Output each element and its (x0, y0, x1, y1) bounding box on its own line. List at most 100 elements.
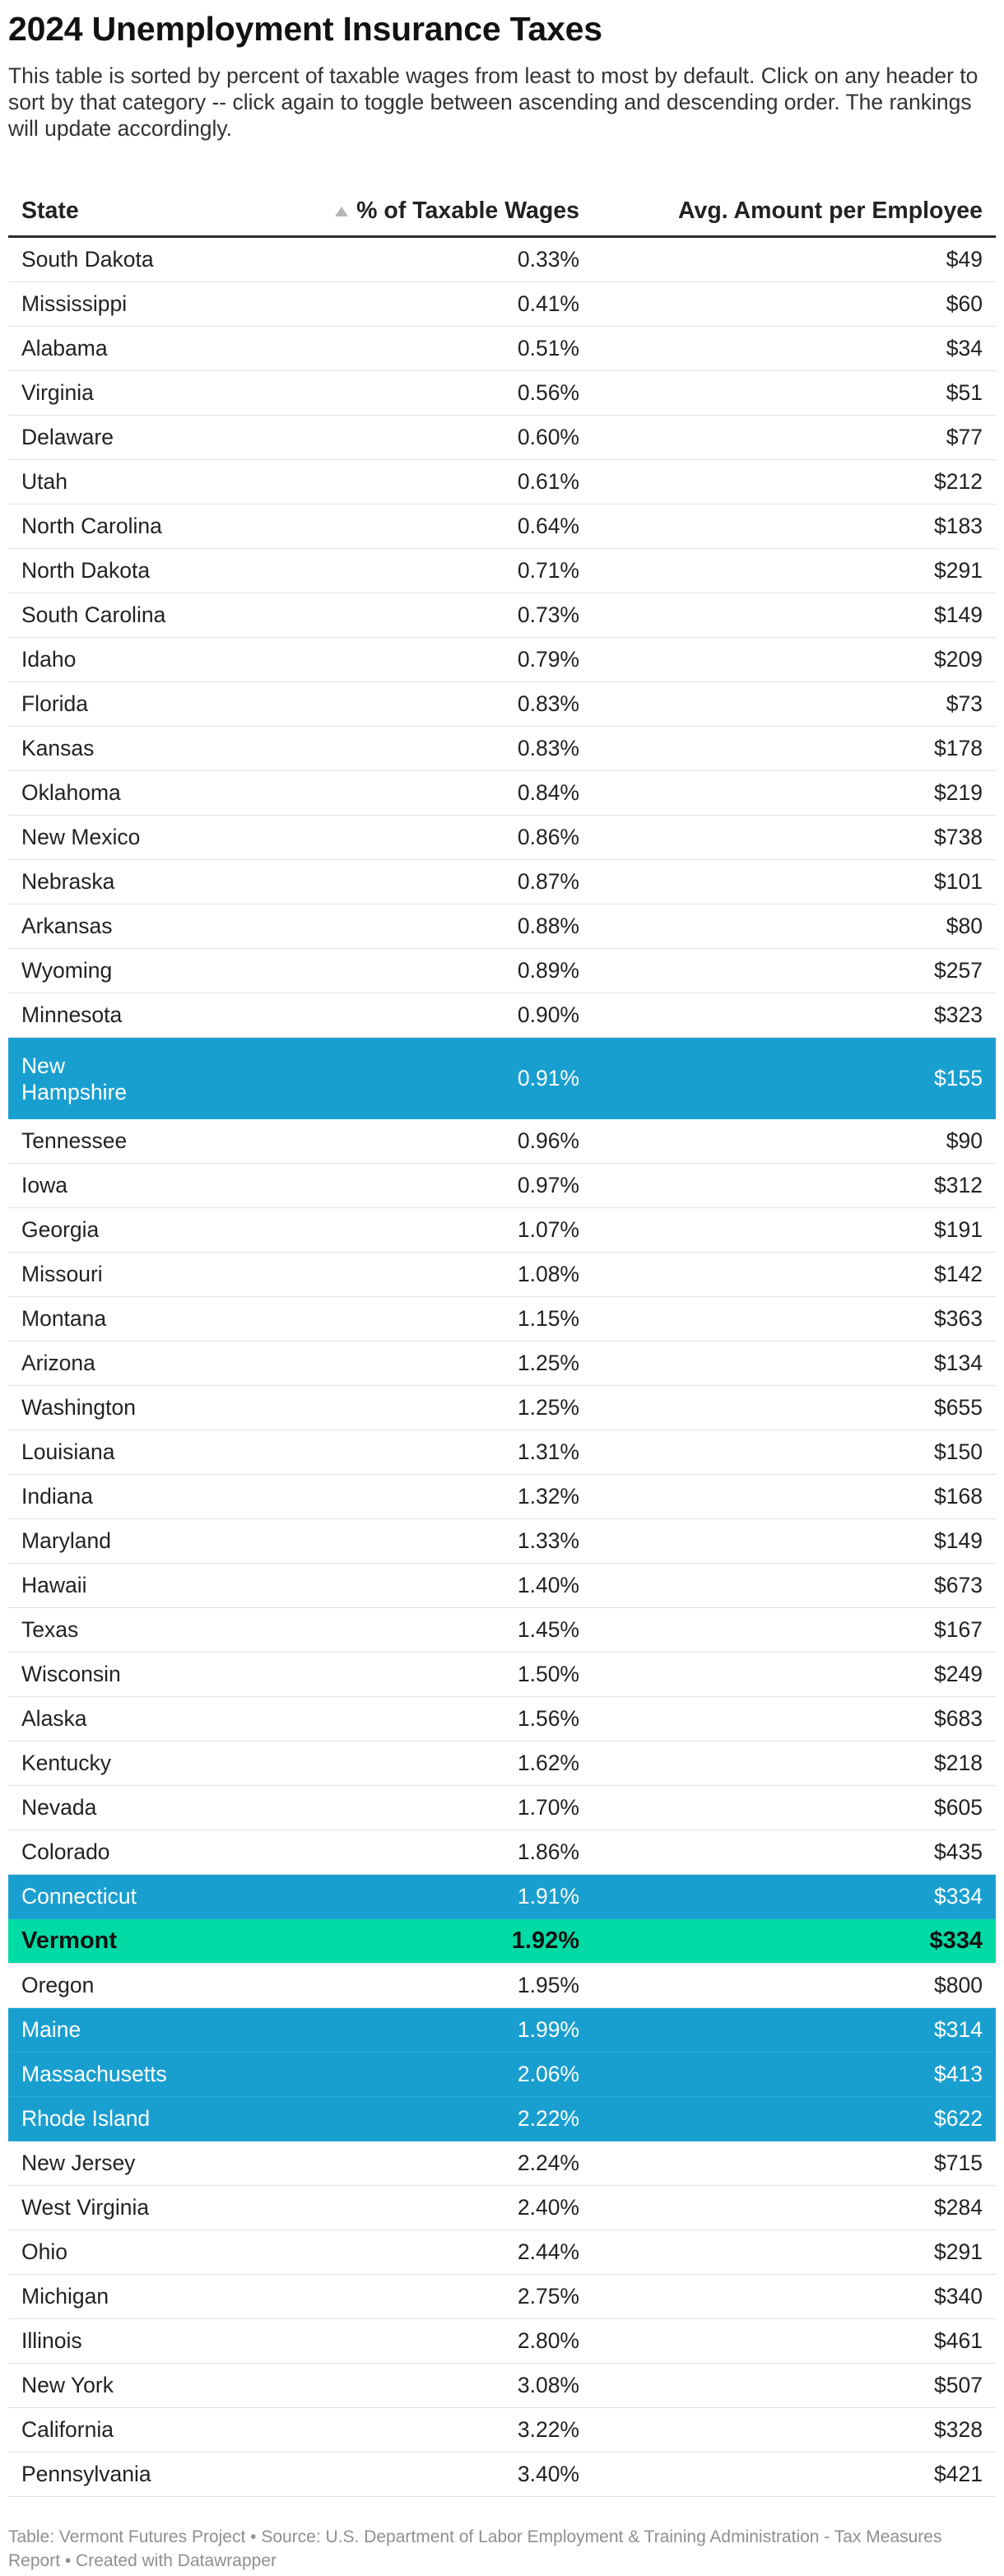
cell-avg-amount: $291 (593, 2230, 996, 2275)
cell-avg-amount: $101 (593, 859, 996, 904)
cell-pct-taxable-wages: 0.71% (321, 548, 593, 593)
cell-pct-taxable-wages: 0.79% (321, 637, 593, 682)
table-row: Michigan 2.75% $340 (8, 2274, 996, 2319)
cell-pct-taxable-wages: 1.32% (321, 1474, 593, 1519)
cell-avg-amount: $363 (593, 1296, 996, 1341)
table-row: Kentucky 1.62% $218 (8, 1741, 996, 1786)
cell-avg-amount: $73 (593, 681, 996, 727)
table-row: Oklahoma 0.84% $219 (8, 770, 996, 816)
table-row: Indiana 1.32% $168 (8, 1474, 996, 1519)
cell-avg-amount: $461 (593, 2318, 996, 2364)
table-row: Missouri 1.08% $142 (8, 1252, 996, 1297)
table-row: Arizona 1.25% $134 (8, 1341, 996, 1386)
cell-pct-taxable-wages: 0.96% (321, 1118, 593, 1164)
cell-state: Hawaii (8, 1563, 321, 1608)
table-row: North Carolina 0.64% $183 (8, 504, 996, 549)
cell-state: Alaska (8, 1696, 321, 1741)
cell-avg-amount: $183 (593, 504, 996, 549)
cell-pct-taxable-wages: 3.22% (321, 2407, 593, 2453)
header-state[interactable]: State (8, 186, 321, 238)
table-row: Pennsylvania 3.40% $421 (8, 2452, 996, 2497)
cell-avg-amount: $49 (593, 236, 996, 282)
cell-state: Indiana (8, 1474, 321, 1519)
cell-pct-taxable-wages: 2.22% (321, 2096, 593, 2141)
table-row: Connecticut 1.91% $334 (8, 1874, 996, 1919)
cell-pct-taxable-wages: 3.40% (321, 2452, 593, 2497)
cell-avg-amount: $683 (593, 1696, 996, 1741)
cell-state: Maryland (8, 1518, 321, 1564)
cell-state: Texas (8, 1607, 321, 1653)
cell-state: Wyoming (8, 948, 321, 993)
cell-pct-taxable-wages: 1.15% (321, 1296, 593, 1341)
cell-pct-taxable-wages: 1.08% (321, 1252, 593, 1297)
cell-state: Georgia (8, 1207, 321, 1253)
cell-pct-taxable-wages: 1.92% (321, 1918, 593, 1964)
cell-state: Florida (8, 681, 321, 727)
cell-pct-taxable-wages: 1.33% (321, 1518, 593, 1564)
cell-state: Illinois (8, 2318, 321, 2364)
header-avg-amount[interactable]: Avg. Amount per Employee (593, 186, 996, 238)
cell-avg-amount: $284 (593, 2185, 996, 2230)
cell-avg-amount: $77 (593, 415, 996, 460)
cell-pct-taxable-wages: 0.51% (321, 326, 593, 371)
cell-pct-taxable-wages: 1.07% (321, 1207, 593, 1253)
cell-state: Oklahoma (8, 770, 321, 816)
cell-pct-taxable-wages: 0.41% (321, 281, 593, 327)
cell-pct-taxable-wages: 0.91% (321, 1037, 593, 1119)
table-row: Idaho 0.79% $209 (8, 637, 996, 682)
cell-state: Colorado (8, 1830, 321, 1875)
cell-pct-taxable-wages: 1.99% (321, 2007, 593, 2053)
cell-pct-taxable-wages: 3.08% (321, 2363, 593, 2408)
sort-ascending-triangle-icon (335, 206, 349, 216)
table-row: Oregon 1.95% $800 (8, 1963, 996, 2008)
cell-avg-amount: $605 (593, 1785, 996, 1830)
cell-state: North Carolina (8, 504, 321, 549)
chart-title: 2024 Unemployment Insurance Taxes (8, 10, 602, 48)
cell-avg-amount: $149 (593, 593, 996, 638)
cell-avg-amount: $435 (593, 1830, 996, 1875)
table-row: Montana 1.15% $363 (8, 1296, 996, 1341)
cell-state: South Dakota (8, 236, 321, 282)
cell-pct-taxable-wages: 1.56% (321, 1696, 593, 1741)
cell-avg-amount: $249 (593, 1652, 996, 1697)
cell-pct-taxable-wages: 0.87% (321, 859, 593, 904)
cell-pct-taxable-wages: 1.25% (321, 1341, 593, 1386)
cell-state: Maine (8, 2007, 321, 2053)
table-row: South Dakota 0.33% $49 (8, 236, 996, 282)
cell-state: Nevada (8, 1785, 321, 1830)
table-row: Arkansas 0.88% $80 (8, 904, 996, 949)
cell-avg-amount: $655 (593, 1385, 996, 1430)
cell-state: West Virginia (8, 2185, 321, 2230)
table-row: Minnesota 0.90% $323 (8, 993, 996, 1038)
table-body: South Dakota 0.33% $49 Mississippi 0.41% $60 A… (8, 236, 996, 2497)
cell-state: Virginia (8, 370, 321, 416)
cell-avg-amount: $219 (593, 770, 996, 816)
cell-pct-taxable-wages: 2.24% (321, 2141, 593, 2186)
cell-state: Michigan (8, 2274, 321, 2319)
cell-pct-taxable-wages: 1.50% (321, 1652, 593, 1697)
header-pct-taxable-wages[interactable]: % of Taxable Wages (321, 186, 593, 238)
table-row: Virginia 0.56% $51 (8, 370, 996, 416)
cell-pct-taxable-wages: 0.64% (321, 504, 593, 549)
cell-state: Arizona (8, 1341, 321, 1386)
cell-state: Minnesota (8, 993, 321, 1038)
cell-avg-amount: $80 (593, 904, 996, 949)
cell-pct-taxable-wages: 1.40% (321, 1563, 593, 1608)
cell-avg-amount: $155 (593, 1037, 996, 1119)
chart-description: This table is sorted by percent of taxab… (8, 63, 978, 141)
cell-avg-amount: $34 (593, 326, 996, 371)
cell-avg-amount: $312 (593, 1163, 996, 1208)
cell-pct-taxable-wages: 0.88% (321, 904, 593, 949)
cell-state: Oregon (8, 1963, 321, 2008)
cell-pct-taxable-wages: 0.86% (321, 815, 593, 860)
cell-state: Ohio (8, 2230, 321, 2275)
cell-avg-amount: $323 (593, 993, 996, 1038)
table-row: Wyoming 0.89% $257 (8, 948, 996, 993)
cell-state: Kentucky (8, 1741, 321, 1786)
cell-avg-amount: $178 (593, 726, 996, 771)
cell-avg-amount: $209 (593, 637, 996, 682)
table-row: Nevada 1.70% $605 (8, 1785, 996, 1830)
cell-pct-taxable-wages: 0.56% (321, 370, 593, 416)
cell-state: Arkansas (8, 904, 321, 949)
table-row: California 3.22% $328 (8, 2407, 996, 2453)
